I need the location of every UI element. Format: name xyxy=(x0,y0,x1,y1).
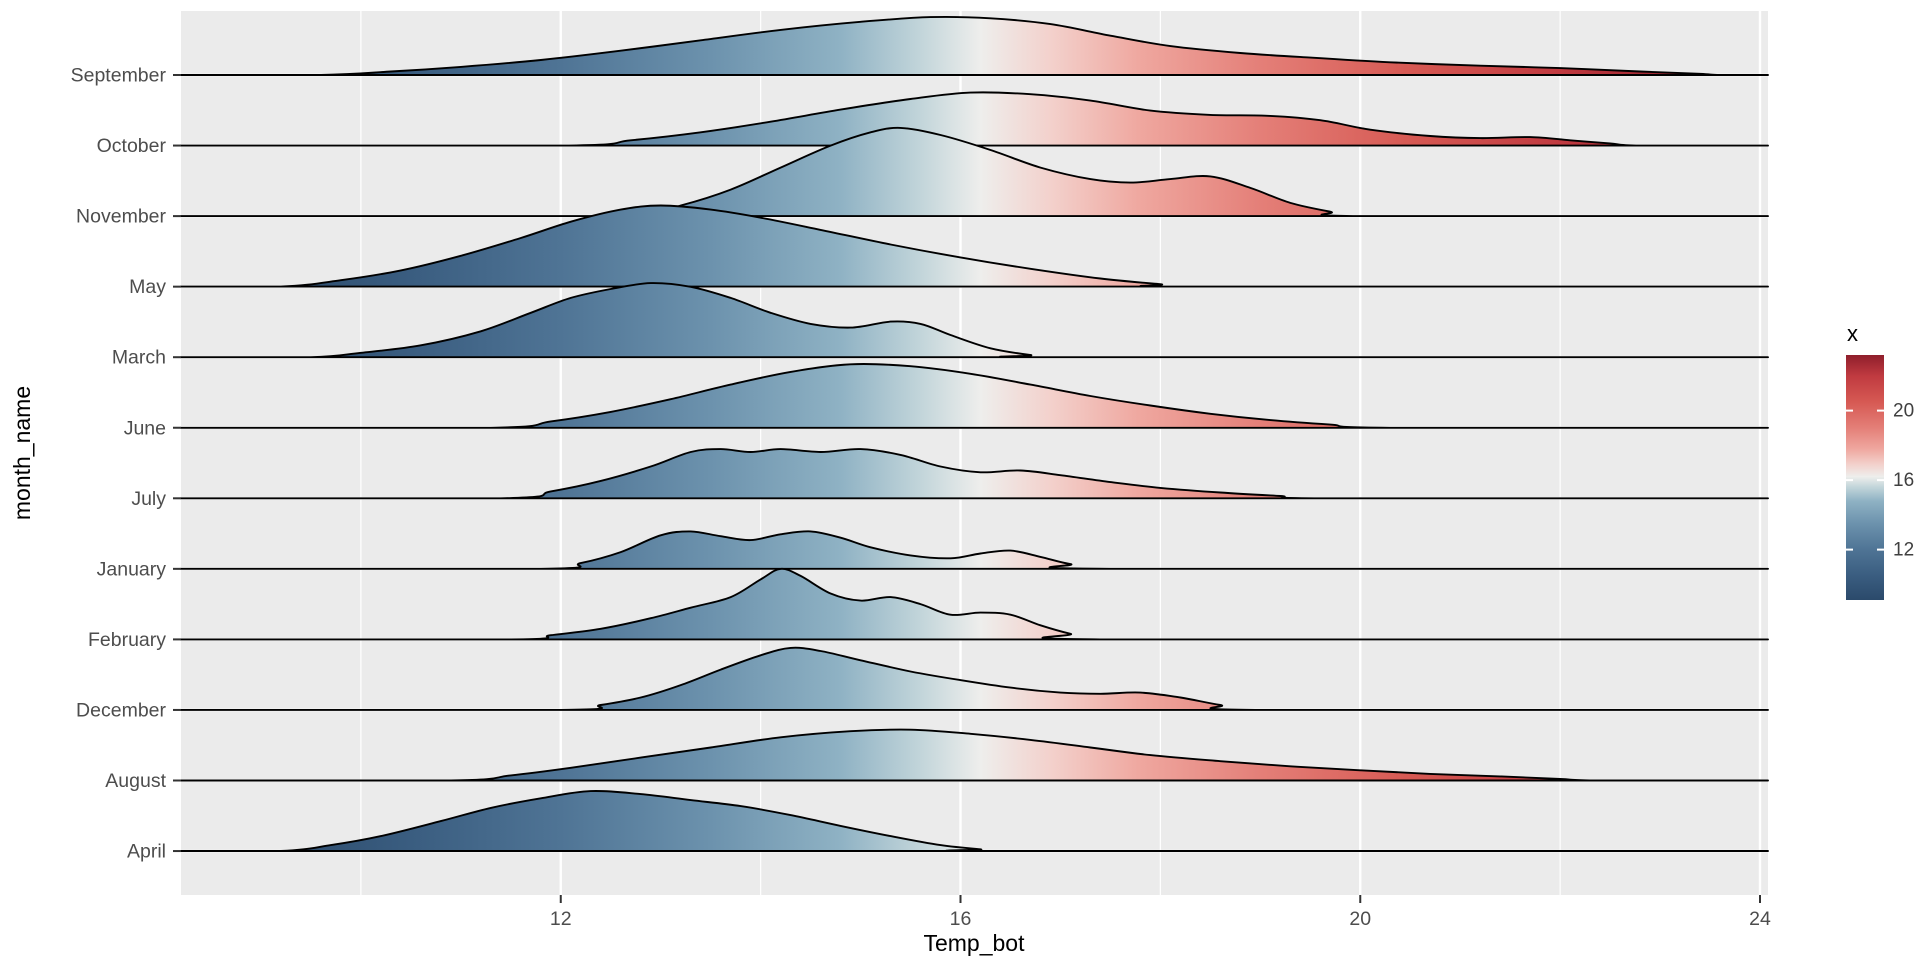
ridge-june xyxy=(180,363,1769,429)
y-tick-label-august: August xyxy=(105,770,166,792)
y-tick-label-november: November xyxy=(76,206,166,228)
x-tick-label: 20 xyxy=(1349,908,1371,930)
ridge-april xyxy=(180,790,1769,852)
ridge-december xyxy=(180,646,1769,711)
ridge-may xyxy=(180,204,1769,288)
ridge-march xyxy=(180,282,1769,359)
ridge-august xyxy=(180,728,1769,782)
y-tick-label-march: March xyxy=(112,347,166,369)
y-tick-label-june: June xyxy=(124,417,166,439)
legend-colorbar xyxy=(1846,355,1884,600)
y-tick-label-october: October xyxy=(97,135,167,157)
legend-title: x xyxy=(1847,321,1858,346)
y-tick-label-may: May xyxy=(129,276,166,298)
y-tick-label-january: January xyxy=(97,558,167,580)
y-tick-label-february: February xyxy=(88,629,166,651)
ridge-october xyxy=(180,91,1769,147)
x-tick-label: 24 xyxy=(1749,908,1771,930)
legend-tick-label: 20 xyxy=(1893,401,1914,422)
x-tick-label: 16 xyxy=(950,908,972,930)
y-tick-label-april: April xyxy=(127,841,166,863)
legend-tick-label: 16 xyxy=(1893,470,1914,491)
legend-tick-label: 12 xyxy=(1893,540,1914,561)
axes: 12 16 20 24 September October November May March… xyxy=(71,65,1771,931)
y-axis-title: month_name xyxy=(9,386,35,520)
ridge-september xyxy=(180,15,1769,76)
ridge-february xyxy=(180,567,1769,641)
color-legend: 20 16 12 xyxy=(1846,355,1914,600)
y-tick-label-september: September xyxy=(71,65,167,87)
y-tick-label-december: December xyxy=(76,699,166,721)
ridge-january xyxy=(180,530,1769,570)
x-axis-title: Temp_bot xyxy=(923,930,1025,956)
y-tick-label-july: July xyxy=(131,488,166,510)
x-tick-label: 12 xyxy=(550,908,572,930)
ridge-july xyxy=(180,448,1769,500)
ridges xyxy=(180,15,1769,852)
